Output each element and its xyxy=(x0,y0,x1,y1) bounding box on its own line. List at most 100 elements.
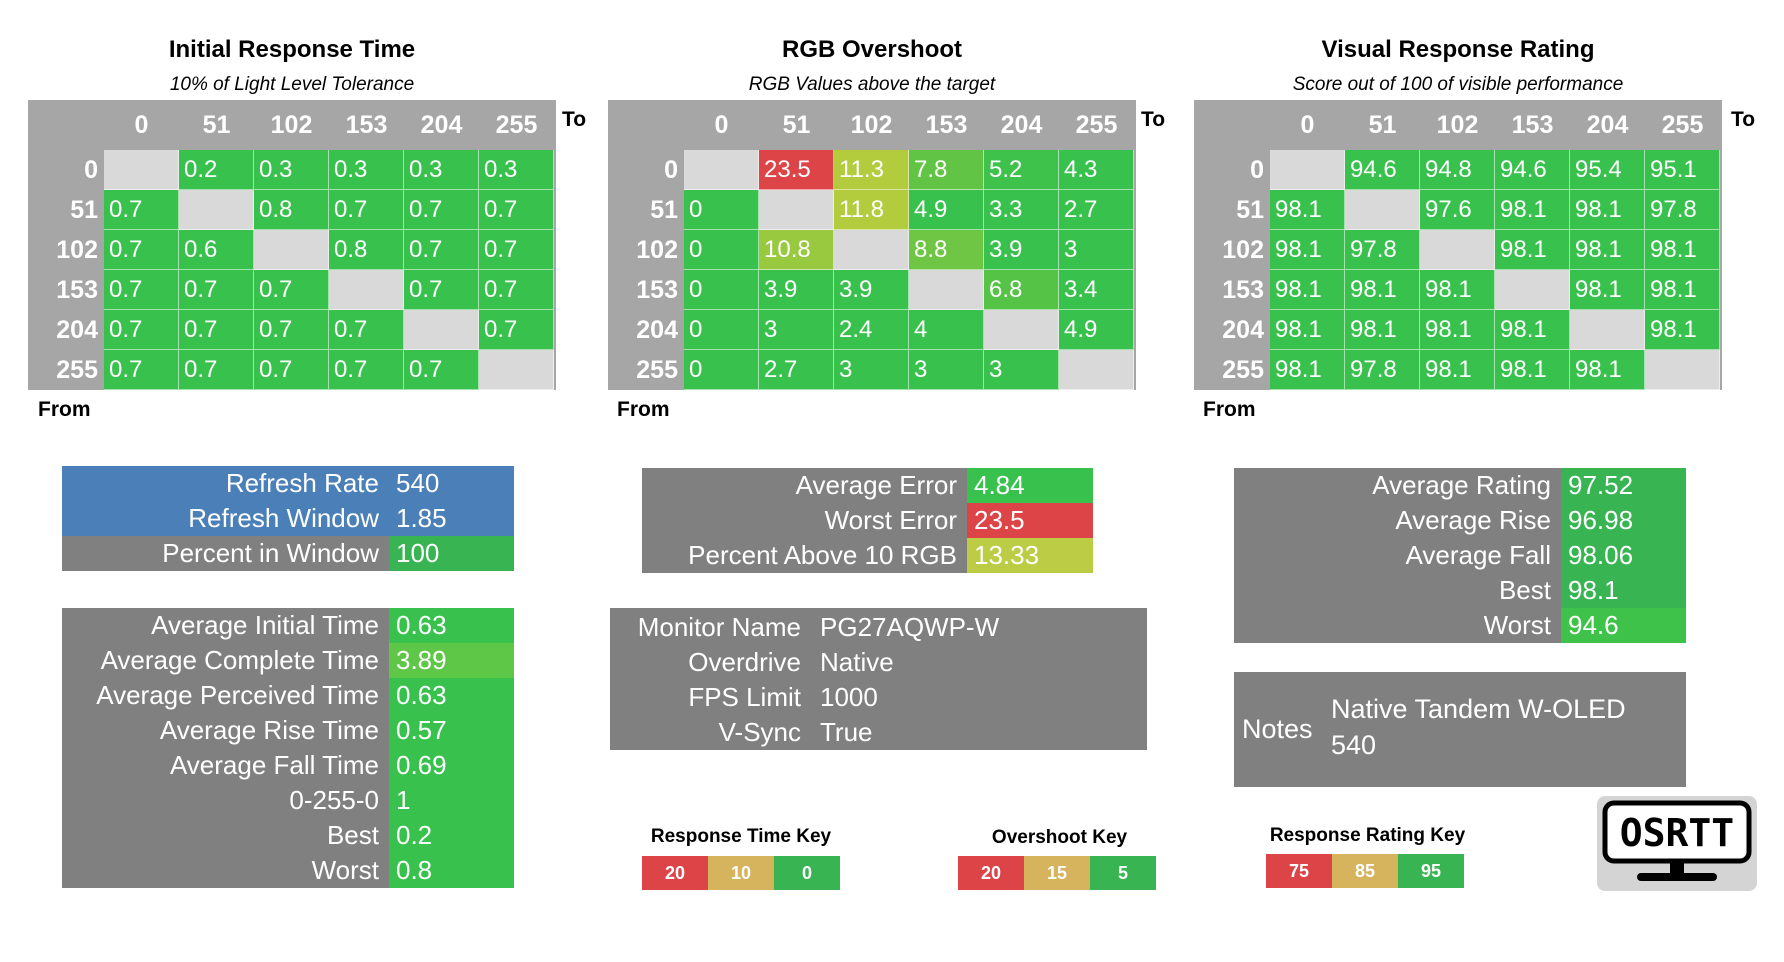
column-header: 153 xyxy=(1495,100,1570,150)
matrix-corner xyxy=(608,100,684,150)
matrix-cell: 98.1 xyxy=(1495,190,1570,230)
column-header: 255 xyxy=(1059,100,1134,150)
notes-box: Notes Native Tandem W-OLED 540 xyxy=(1234,672,1686,787)
matrix-cell: 0.8 xyxy=(254,190,329,230)
stat-label: 0-255-0 xyxy=(289,785,379,815)
matrix-cell: 3 xyxy=(759,310,834,350)
matrix-cell-empty xyxy=(759,190,834,230)
matrix-cell: 0.6 xyxy=(179,230,254,270)
matrix-corner xyxy=(28,100,104,150)
response-time-stats-table: Average Initial Time 0.63 Average Complete… xyxy=(62,608,514,888)
matrix-cell: 3.4 xyxy=(1059,270,1134,310)
matrix-cell: 0.7 xyxy=(329,310,404,350)
stat-row: Average Fall Time 0.69 xyxy=(62,748,514,783)
matrix-cell: 95.4 xyxy=(1570,150,1645,190)
stat-value: 96.98 xyxy=(1561,503,1686,538)
response-rating-key: 75 85 95 xyxy=(1266,854,1464,888)
stat-value: 97.52 xyxy=(1561,468,1686,503)
matrix-cell: 0.7 xyxy=(329,190,404,230)
matrix-cell: 98.1 xyxy=(1270,190,1345,230)
stat-row: Best 98.1 xyxy=(1234,573,1686,608)
matrix-cell: 8.8 xyxy=(909,230,984,270)
matrix-cell: 0.2 xyxy=(179,150,254,190)
matrix-cell: 0.7 xyxy=(104,190,179,230)
row-header: 102 xyxy=(28,230,104,270)
matrix-cell: 94.6 xyxy=(1495,150,1570,190)
heatmap-subtitle: 10% of Light Level Tolerance xyxy=(169,74,415,95)
row-header: 153 xyxy=(28,270,104,310)
matrix-cell: 11.8 xyxy=(834,190,909,230)
column-header: 204 xyxy=(984,100,1059,150)
notes-label: Notes xyxy=(1242,714,1313,744)
stat-row: Average Rise 96.98 xyxy=(1234,503,1686,538)
matrix-cell: 10.8 xyxy=(759,230,834,270)
stat-row: Average Initial Time 0.63 xyxy=(62,608,514,643)
stat-value: 98.1 xyxy=(1561,573,1686,608)
matrix-cell: 97.6 xyxy=(1420,190,1495,230)
key-cell: 20 xyxy=(642,856,708,890)
matrix-cell: 0.8 xyxy=(329,230,404,270)
matrix-cell: 0.7 xyxy=(254,270,329,310)
matrix-cell-empty xyxy=(684,150,759,190)
heatmap-title: Visual Response Rating xyxy=(1321,36,1595,63)
stat-value: 0.63 xyxy=(389,678,514,713)
matrix-cell-empty xyxy=(1059,350,1134,390)
stat-label: V-Sync xyxy=(718,717,801,747)
matrix-cell: 0.7 xyxy=(404,190,479,230)
matrix-cell: 0.7 xyxy=(404,270,479,310)
matrix-cell-empty xyxy=(984,310,1059,350)
matrix-cell: 98.1 xyxy=(1420,270,1495,310)
stat-value: 100 xyxy=(389,536,514,571)
stat-value: 0.2 xyxy=(389,818,514,853)
matrix-cell-empty xyxy=(1270,150,1345,190)
matrix-cell: 11.3 xyxy=(834,150,909,190)
stat-value: 1000 xyxy=(820,682,878,712)
heatmap-subtitle: Score out of 100 of visible performance xyxy=(1292,74,1624,95)
row-header: 204 xyxy=(28,310,104,350)
stat-row: Percent in Window 100 xyxy=(62,536,514,571)
matrix-cell: 0.7 xyxy=(104,350,179,390)
matrix-cell: 97.8 xyxy=(1345,230,1420,270)
row-header: 153 xyxy=(608,270,684,310)
stat-value: 23.5 xyxy=(967,503,1093,538)
row-header: 204 xyxy=(1194,310,1270,350)
stat-row: Worst Error 23.5 xyxy=(642,503,1093,538)
matrix-cell: 98.1 xyxy=(1270,310,1345,350)
stat-label: Percent in Window xyxy=(62,536,389,571)
heatmap-title: RGB Overshoot xyxy=(781,36,963,63)
matrix-cell: 0.3 xyxy=(404,150,479,190)
stat-label: Average Fall xyxy=(1405,540,1552,570)
key-cell: 15 xyxy=(1024,856,1090,890)
matrix-cell: 3.9 xyxy=(984,230,1059,270)
stat-label: Monitor Name xyxy=(637,612,801,642)
matrix-cell-empty xyxy=(1645,350,1720,390)
matrix-cell: 94.8 xyxy=(1420,150,1495,190)
matrix-cell: 0 xyxy=(684,270,759,310)
stat-label: Worst xyxy=(311,855,379,885)
monitor-info-table: Monitor Name PG27AQWP-W Overdrive Native FPS… xyxy=(610,608,1147,750)
matrix-cell-empty xyxy=(1495,270,1570,310)
stat-row: Average Perceived Time 0.63 xyxy=(62,678,514,713)
row-header: 102 xyxy=(1194,230,1270,270)
matrix-cell: 98.1 xyxy=(1570,230,1645,270)
key-cell: 20 xyxy=(958,856,1024,890)
refresh-stats-table: Refresh Rate 540 Refresh Window 1.85 Percent… xyxy=(62,466,514,571)
rating-stats-table: Average Rating 97.52 Average Rise 96.98 Aver… xyxy=(1234,468,1686,643)
matrix-cell: 94.6 xyxy=(1345,150,1420,190)
stat-row: V-Sync True xyxy=(610,715,1147,750)
matrix-cell: 98.1 xyxy=(1645,230,1720,270)
stat-row: Overdrive Native xyxy=(610,645,1147,680)
stat-row: Average Rating 97.52 xyxy=(1234,468,1686,503)
matrix-cell: 0.3 xyxy=(329,150,404,190)
matrix-cell: 7.8 xyxy=(909,150,984,190)
row-header: 0 xyxy=(1194,150,1270,190)
matrix-cell: 0 xyxy=(684,190,759,230)
stat-row: Percent Above 10 RGB 13.33 xyxy=(642,538,1093,573)
matrix-cell: 2.7 xyxy=(759,350,834,390)
response-time-key-title: Response Time Key xyxy=(650,826,832,847)
matrix-cell: 6.8 xyxy=(984,270,1059,310)
matrix-cell: 98.1 xyxy=(1345,310,1420,350)
row-header: 51 xyxy=(1194,190,1270,230)
matrix-cell: 0 xyxy=(684,310,759,350)
from-axis-label: From xyxy=(1203,398,1256,421)
